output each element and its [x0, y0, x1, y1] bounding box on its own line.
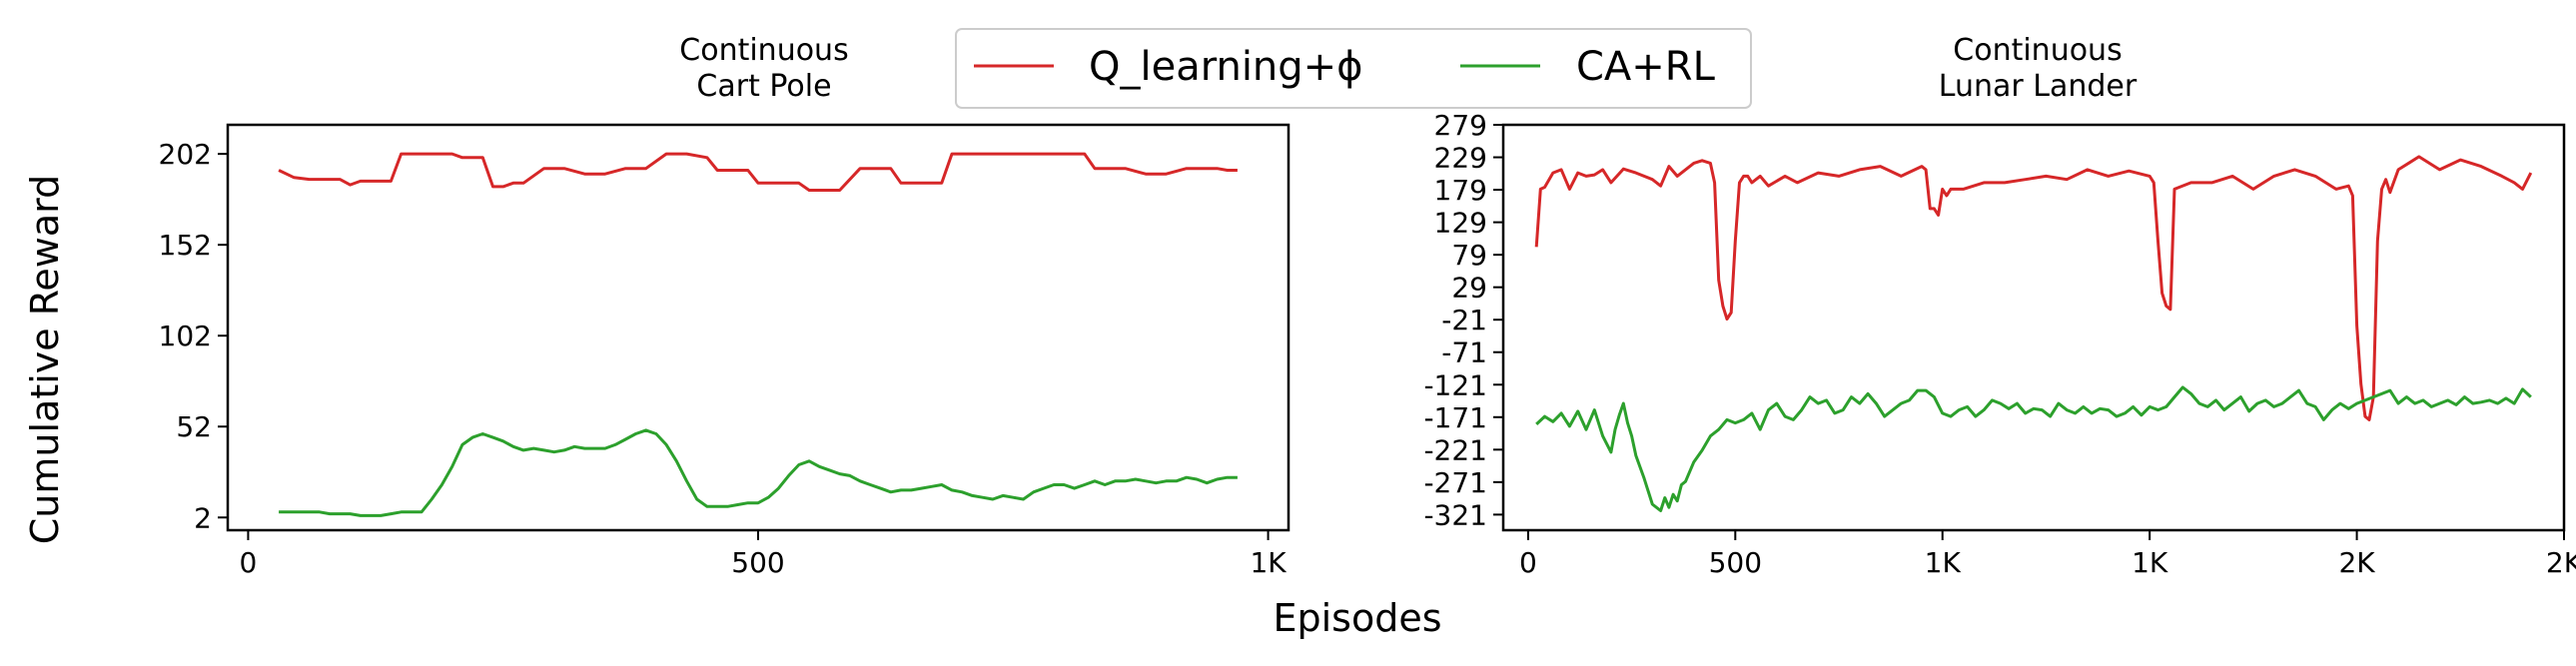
- y-tick-label: 279: [1434, 109, 1487, 142]
- y-tick-label: -321: [1423, 498, 1487, 531]
- x-tick-label: 0: [240, 546, 258, 579]
- y-tick-label: 102: [159, 320, 212, 352]
- x-tick-label: 0: [1519, 546, 1537, 579]
- y-tick-label: 129: [1434, 207, 1487, 240]
- y-tick-label: -121: [1423, 368, 1487, 401]
- y-tick-label: 79: [1451, 239, 1487, 272]
- legend-frame: [955, 28, 1752, 109]
- y-tick-label: -71: [1441, 336, 1487, 369]
- series-line-q-learning: [278, 152, 1238, 192]
- y-axis-title: Cumulative Reward: [23, 175, 67, 544]
- x-tick-label: 500: [731, 546, 784, 579]
- x-axis-title: Episodes: [1273, 596, 1441, 640]
- legend-label-q-learning: Q_learning+ϕ: [1089, 44, 1363, 90]
- chart-title-line: Cart Pole: [696, 69, 831, 104]
- x-tick-label: 2K: [2546, 546, 2576, 579]
- y-tick-label: -271: [1423, 466, 1487, 499]
- plot-frame: [226, 123, 1290, 532]
- y-tick-label: 229: [1434, 142, 1487, 175]
- y-tick-label: 52: [176, 410, 212, 443]
- x-tick-label: 1K: [1250, 546, 1287, 579]
- x-tick-label: 500: [1709, 546, 1762, 579]
- chart-title-line: Continuous: [679, 33, 848, 68]
- chart-title-line: Continuous: [1953, 33, 2122, 68]
- y-tick-label: 2: [194, 501, 212, 534]
- y-tick-label: 202: [159, 138, 212, 171]
- series-line-ca-rl: [1535, 385, 2532, 512]
- y-tick-label: -21: [1441, 304, 1487, 336]
- y-tick-label: 29: [1451, 272, 1487, 305]
- series-line-q-learning: [1534, 155, 2533, 421]
- legend-label-ca-rl: CA+RL: [1576, 44, 1716, 90]
- x-tick-label: 2K: [2338, 546, 2375, 579]
- y-tick-label: 152: [159, 229, 212, 262]
- legend: Q_learning+ϕ CA+RL: [955, 28, 1752, 109]
- x-tick-label: 1K: [2132, 546, 2168, 579]
- y-tick-label: -171: [1423, 401, 1487, 434]
- y-tick-label: 179: [1434, 174, 1487, 207]
- x-tick-label: 1K: [1925, 546, 1962, 579]
- y-tick-label: -221: [1423, 433, 1487, 466]
- chart-title-line: Lunar Lander: [1939, 69, 2138, 104]
- plot-frame: [1501, 123, 2566, 532]
- series-line-ca-rl: [279, 428, 1238, 517]
